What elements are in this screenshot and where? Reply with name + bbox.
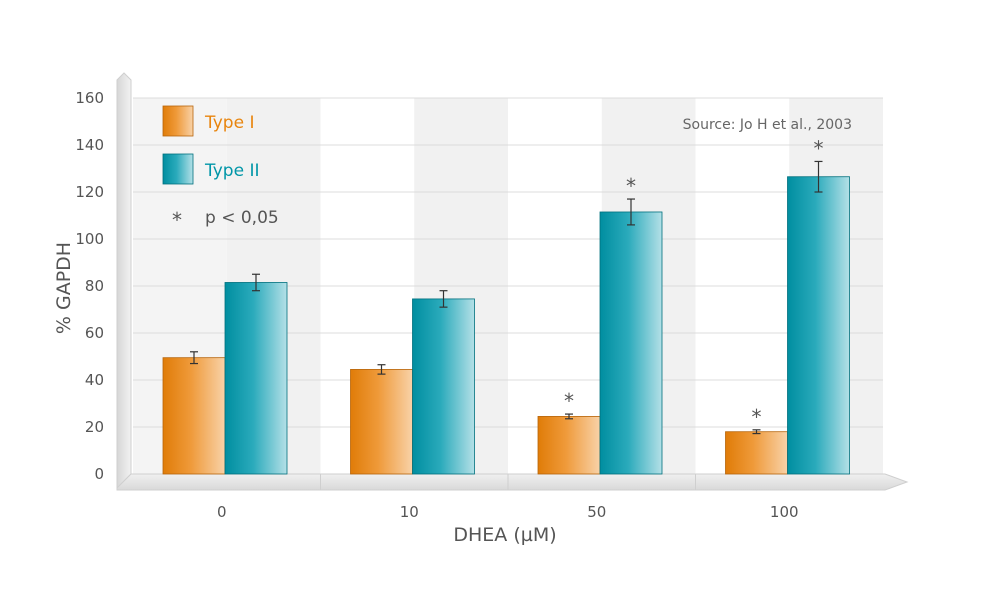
x-tick-label: 50 <box>587 503 606 521</box>
bar-type-ii-100 <box>787 176 850 475</box>
y-axis-bar <box>116 72 132 490</box>
legend-sig-label: p < 0,05 <box>205 208 279 228</box>
bar-type-ii-0 <box>224 282 288 475</box>
significance-markers: * * * * <box>564 136 824 428</box>
legend: Type I Type II * p < 0,05 <box>162 105 279 232</box>
bar-type-i-10 <box>350 369 413 475</box>
y-tick-label: 40 <box>85 371 104 389</box>
bar-type-i-50 <box>537 416 601 475</box>
x-axis-floor <box>116 473 909 491</box>
bar-type-i-0 <box>162 357 226 475</box>
y-tick-label: 80 <box>85 277 104 295</box>
x-axis-label: DHEA (µM) <box>453 524 556 546</box>
y-tick-label: 20 <box>85 418 104 436</box>
legend-swatch-type-i <box>162 105 194 137</box>
y-axis-label: % GAPDH <box>53 242 75 334</box>
y-tick-label: 60 <box>85 324 104 342</box>
x-tick-label: 10 <box>400 503 419 521</box>
significance-asterisk: * <box>814 136 824 160</box>
y-tick-label: 120 <box>75 183 104 201</box>
y-tick-label: 100 <box>75 230 104 248</box>
bar-type-i-100 <box>725 431 788 475</box>
x-tick-label: 100 <box>770 503 799 521</box>
x-tick-labels: 0 10 50 100 <box>217 503 799 521</box>
legend-swatch-type-ii <box>162 153 194 185</box>
legend-label-type-ii: Type II <box>204 161 259 181</box>
bar-type-ii-10 <box>412 298 475 475</box>
bars <box>162 176 850 475</box>
y-tick-label: 160 <box>75 89 104 107</box>
significance-asterisk: * <box>564 389 574 413</box>
significance-asterisk: * <box>626 174 636 198</box>
bar-type-ii-50 <box>599 211 663 475</box>
source-note: Source: Jo H et al., 2003 <box>683 117 852 133</box>
x-tick-label: 0 <box>217 503 227 521</box>
y-tick-label: 140 <box>75 136 104 154</box>
y-tick-label: 0 <box>94 465 104 483</box>
axes <box>116 72 909 491</box>
significance-asterisk: * <box>752 405 762 429</box>
y-tick-labels: 0 20 40 60 80 100 120 140 160 <box>75 89 104 483</box>
error-bars <box>190 160 823 435</box>
legend-sig-marker: * <box>172 208 182 232</box>
legend-label-type-i: Type I <box>204 113 254 133</box>
